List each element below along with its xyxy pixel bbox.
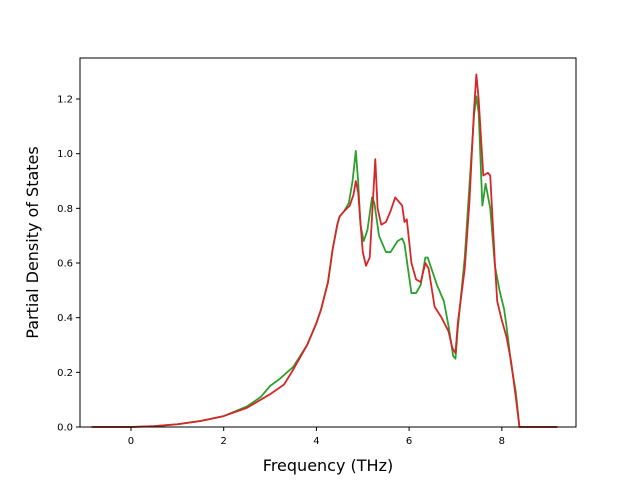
series-line-2 bbox=[91, 73, 558, 428]
x-axis-label: Frequency (THz) bbox=[263, 456, 393, 475]
y-tick-label: 0.0 bbox=[57, 423, 73, 434]
plot-frame bbox=[79, 57, 577, 428]
x-tick-label: 4 bbox=[313, 436, 319, 447]
y-tick-label: 0.8 bbox=[57, 204, 73, 215]
tick-layer: 0 2 4 6 8 0.0 0.2 0.4 0.6 0.8 1.0 1.2 bbox=[57, 95, 505, 448]
y-axis-label: Partial Density of States bbox=[23, 146, 42, 338]
x-tick-label: 2 bbox=[221, 436, 227, 447]
y-tick-label: 1.2 bbox=[57, 95, 73, 106]
y-tick-label: 0.4 bbox=[57, 313, 73, 324]
series-layer bbox=[91, 73, 558, 428]
y-tick-label: 1.0 bbox=[57, 149, 73, 160]
x-tick-label: 8 bbox=[499, 436, 505, 447]
y-tick-label: 0.2 bbox=[57, 368, 73, 379]
x-tick-label: 6 bbox=[406, 436, 412, 447]
y-tick-label: 0.6 bbox=[57, 259, 73, 270]
x-tick-label: 0 bbox=[128, 436, 134, 447]
